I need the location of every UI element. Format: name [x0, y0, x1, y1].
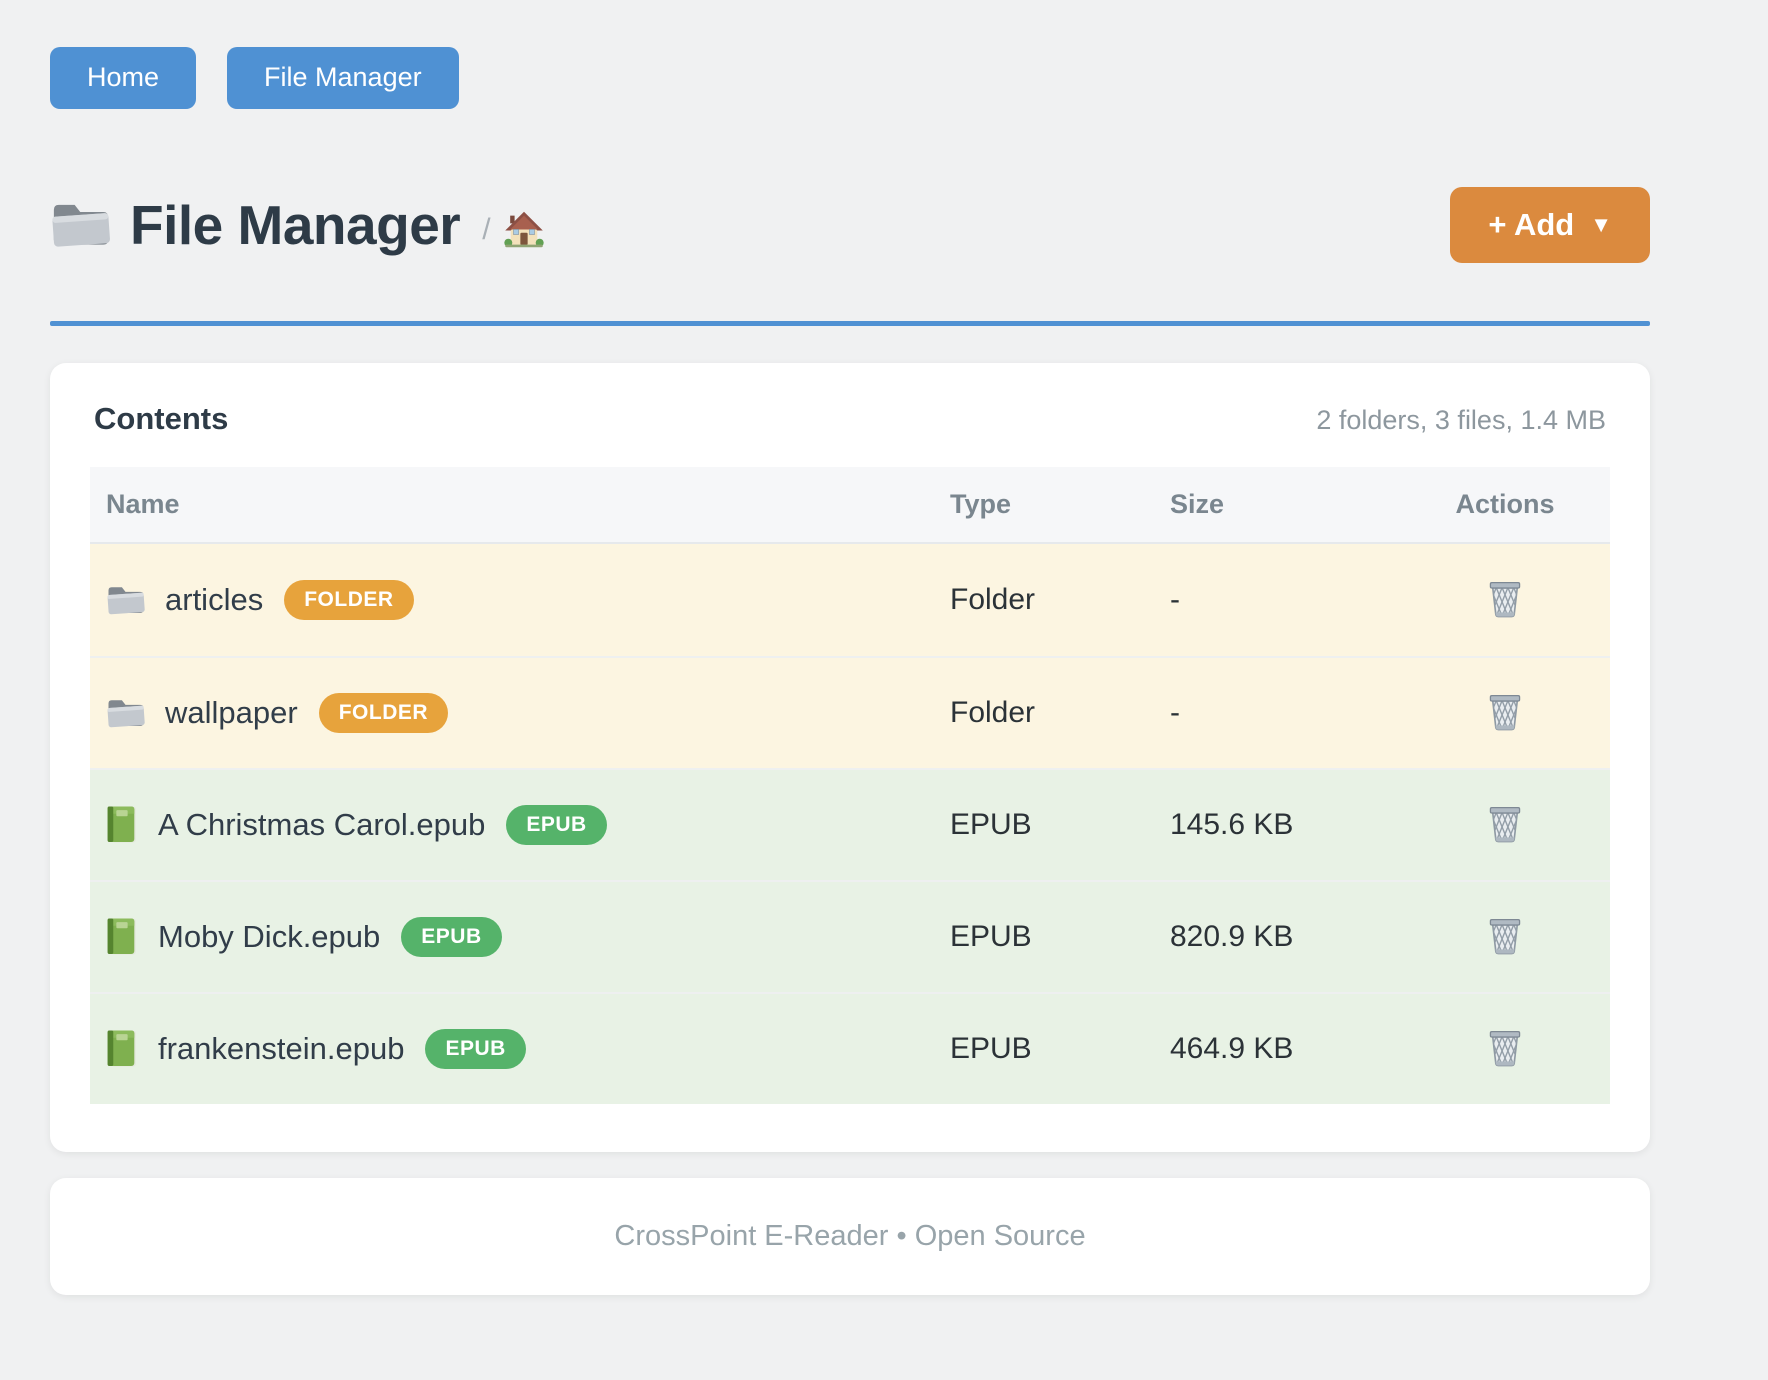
column-header-type: Type	[950, 488, 1012, 519]
caret-down-icon: ▼	[1590, 211, 1612, 237]
nav-file-manager-button[interactable]: File Manager	[227, 47, 459, 109]
delete-button[interactable]	[1482, 911, 1528, 961]
book-icon	[106, 917, 139, 956]
title-wrap: File Manager /	[50, 193, 545, 257]
file-name[interactable]: Moby Dick.epub	[158, 918, 381, 954]
page-container: Home File Manager File Manager / +	[50, 0, 1650, 1295]
name-cell: Moby Dick.epub EPUB	[90, 916, 950, 957]
file-table: Name Type Size Actions articles FOLDER F…	[90, 466, 1610, 1104]
size-cell: -	[1170, 582, 1180, 616]
delete-button[interactable]	[1482, 1023, 1528, 1073]
folder-icon	[106, 696, 146, 730]
folder-icon	[50, 198, 112, 251]
footer-text: CrossPoint E-Reader • Open Source	[614, 1219, 1086, 1252]
page-header: File Manager / + Add ▼	[50, 186, 1650, 263]
add-button-label: + Add	[1488, 206, 1575, 242]
file-name[interactable]: wallpaper	[165, 694, 298, 730]
title-divider	[50, 320, 1650, 326]
trash-icon	[1486, 578, 1524, 620]
trash-icon	[1486, 915, 1524, 957]
footer: CrossPoint E-Reader • Open Source	[50, 1177, 1650, 1295]
column-header-name: Name	[106, 488, 180, 519]
trash-icon	[1486, 1027, 1524, 1069]
size-cell: -	[1170, 695, 1180, 729]
table-header-row: Name Type Size Actions	[90, 466, 1610, 544]
table-row[interactable]: wallpaper FOLDER Folder -	[90, 655, 1610, 768]
nav-home-button[interactable]: Home	[50, 47, 197, 109]
home-icon[interactable]	[503, 210, 545, 250]
delete-button[interactable]	[1482, 799, 1528, 849]
table-row[interactable]: A Christmas Carol.epub EPUB EPUB 145.6 K…	[90, 767, 1610, 880]
actions-cell	[1400, 574, 1610, 625]
type-cell: Folder	[950, 582, 1036, 616]
type-cell: EPUB	[950, 919, 1032, 953]
actions-cell	[1400, 799, 1610, 850]
file-name[interactable]: A Christmas Carol.epub	[158, 806, 486, 842]
size-cell: 464.9 KB	[1170, 1031, 1294, 1065]
table-body: articles FOLDER Folder - wallpaper FOLDE…	[90, 543, 1610, 1104]
breadcrumb-separator: /	[482, 212, 491, 246]
name-cell: articles FOLDER	[90, 579, 950, 620]
name-cell: A Christmas Carol.epub EPUB	[90, 804, 950, 845]
trash-icon	[1486, 803, 1524, 845]
book-icon	[106, 805, 139, 844]
actions-cell	[1400, 1023, 1610, 1074]
type-cell: EPUB	[950, 807, 1032, 841]
delete-button[interactable]	[1482, 687, 1528, 737]
contents-summary: 2 folders, 3 files, 1.4 MB	[1316, 404, 1606, 435]
actions-cell	[1400, 911, 1610, 962]
book-icon	[106, 1029, 139, 1068]
file-name[interactable]: frankenstein.epub	[158, 1030, 405, 1066]
column-header-size: Size	[1170, 488, 1225, 519]
epub-badge: EPUB	[506, 804, 607, 845]
top-nav: Home File Manager	[50, 47, 1650, 109]
delete-button[interactable]	[1482, 574, 1528, 624]
table-row[interactable]: articles FOLDER Folder -	[90, 543, 1610, 656]
actions-cell	[1400, 687, 1610, 738]
page-title: File Manager	[130, 193, 461, 256]
name-cell: frankenstein.epub EPUB	[90, 1028, 950, 1069]
name-cell: wallpaper FOLDER	[90, 692, 950, 733]
size-cell: 145.6 KB	[1170, 807, 1294, 841]
folder-icon	[106, 583, 146, 617]
contents-card-header: Contents 2 folders, 3 files, 1.4 MB	[90, 401, 1610, 437]
add-button[interactable]: + Add ▼	[1450, 186, 1650, 263]
trash-icon	[1486, 691, 1524, 733]
type-cell: Folder	[950, 695, 1036, 729]
table-row[interactable]: Moby Dick.epub EPUB EPUB 820.9 KB	[90, 879, 1610, 992]
folder-badge: FOLDER	[284, 579, 414, 620]
table-row[interactable]: frankenstein.epub EPUB EPUB 464.9 KB	[90, 991, 1610, 1104]
contents-title: Contents	[94, 400, 229, 436]
contents-card: Contents 2 folders, 3 files, 1.4 MB Name…	[50, 362, 1650, 1152]
column-header-actions: Actions	[1455, 488, 1555, 519]
folder-badge: FOLDER	[318, 692, 449, 733]
epub-badge: EPUB	[401, 916, 502, 957]
epub-badge: EPUB	[425, 1028, 526, 1069]
file-name[interactable]: articles	[165, 581, 264, 617]
size-cell: 820.9 KB	[1170, 919, 1294, 953]
type-cell: EPUB	[950, 1031, 1032, 1065]
